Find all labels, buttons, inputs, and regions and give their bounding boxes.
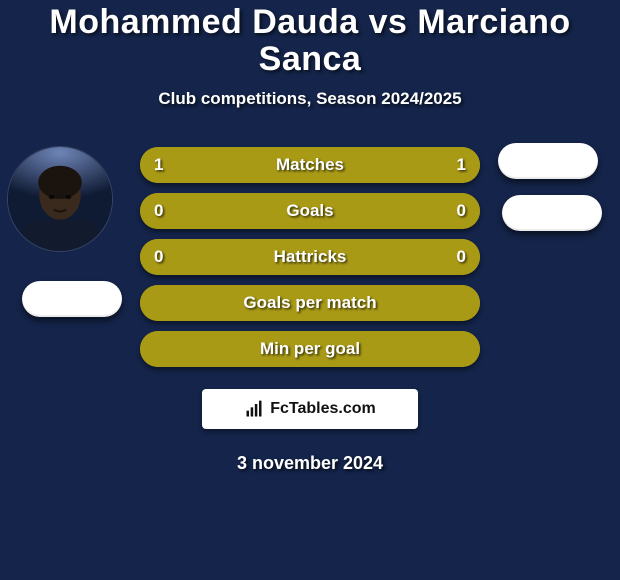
stat-bar: Goals per match [140, 285, 480, 321]
branding-text: FcTables.com [270, 400, 376, 418]
stat-bar-fill-left [140, 285, 480, 321]
stat-bar-fill-left [140, 239, 310, 275]
stat-bar-fill-right [310, 147, 480, 183]
stat-value-right: 0 [457, 239, 466, 275]
subtitle: Club competitions, Season 2024/2025 [0, 89, 620, 109]
comparison-arena: Matches11Goals00Hattricks00Goals per mat… [0, 147, 620, 367]
player-right-flag-2 [502, 195, 602, 231]
branding-badge: FcTables.com [202, 389, 418, 429]
stat-bar-fill-right [310, 239, 480, 275]
player-left-flag [22, 281, 122, 317]
stat-bar: Matches11 [140, 147, 480, 183]
player-right-flag-1 [498, 143, 598, 179]
stat-value-left: 0 [154, 193, 163, 229]
page-title: Mohammed Dauda vs Marciano Sanca [0, 4, 620, 79]
stat-value-left: 0 [154, 239, 163, 275]
stat-bar-fill-left [140, 193, 310, 229]
bars-chart-icon [244, 399, 264, 419]
stat-value-right: 0 [457, 193, 466, 229]
stat-bar: Hattricks00 [140, 239, 480, 275]
content: Mohammed Dauda vs Marciano Sanca Club co… [0, 0, 620, 474]
avatar-placeholder-icon [8, 147, 112, 251]
stat-bar-fill-left [140, 147, 310, 183]
player-left-avatar [8, 147, 112, 251]
stat-bar: Min per goal [140, 331, 480, 367]
stat-bar-fill-right [310, 193, 480, 229]
stat-value-left: 1 [154, 147, 163, 183]
date-text: 3 november 2024 [0, 453, 620, 474]
stat-value-right: 1 [457, 147, 466, 183]
stat-bars: Matches11Goals00Hattricks00Goals per mat… [140, 147, 480, 367]
stat-bar: Goals00 [140, 193, 480, 229]
stat-bar-fill-left [140, 331, 480, 367]
